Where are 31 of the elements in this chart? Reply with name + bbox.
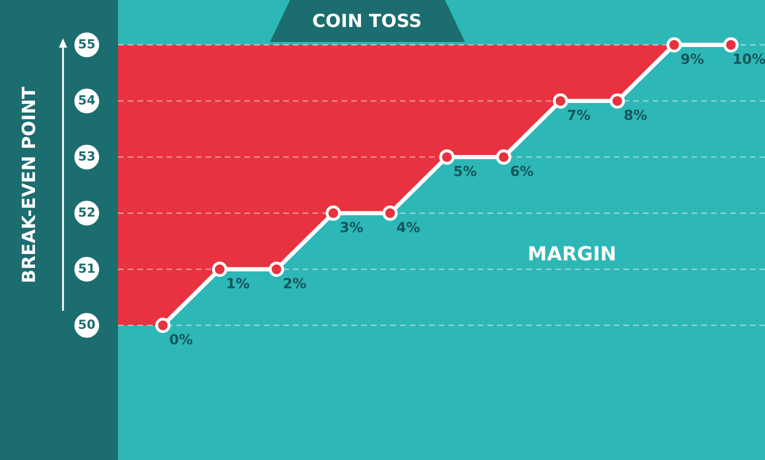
point [155,318,171,334]
y-tick-label: 51 [79,264,95,273]
point [496,149,512,165]
y-tick-label: 55 [79,39,95,49]
y-tick-label: 50 [79,320,95,329]
point [552,93,568,109]
y-tick-label: 53 [79,151,94,161]
x-tick-label: 2% [284,278,306,288]
y-axis-title: BREAK-EVEN POINT [22,86,36,282]
x-tick-label: 1% [228,278,250,288]
point [382,206,398,221]
point [212,262,228,277]
y-tick-label: 52 [79,207,94,217]
x-tick-label: 9% [681,54,704,64]
x-tick-label: 5% [454,166,476,176]
x-tick-label: 3% [340,222,363,232]
x-tick-label: 0% [170,334,192,345]
point [268,262,284,277]
point [326,206,341,221]
x-tick-label: 7% [568,110,590,120]
text: COIN TOSS [313,14,420,28]
y-tick-label: 54 [79,95,95,105]
annotation: MARGIN [529,246,615,261]
point [666,37,682,53]
x-tick-label: 10% [734,54,765,64]
point [439,149,455,165]
x-tick-label: 6% [510,166,534,176]
x-tick-label: 4% [397,222,420,232]
x-tick-label: 8% [624,110,647,120]
point [723,37,739,53]
point [610,93,625,109]
